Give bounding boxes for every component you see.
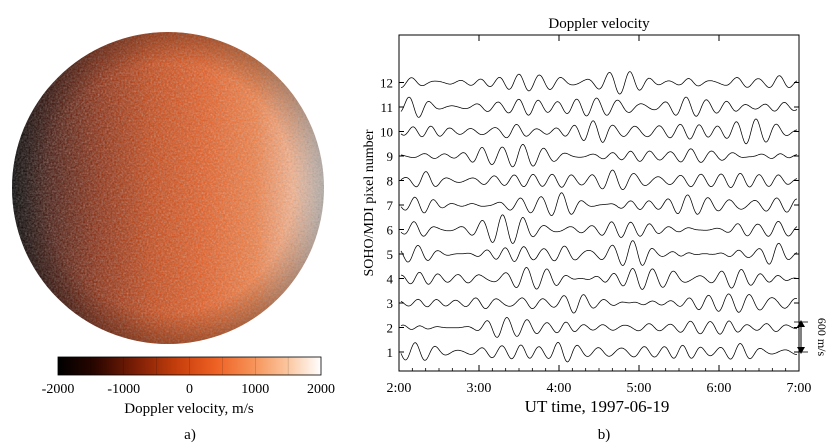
x-tick-label: 5:00 [627, 381, 652, 396]
velocity-trace [400, 118, 798, 145]
velocity-trace [400, 169, 798, 190]
y-tick-label: 5 [387, 247, 394, 262]
chart-title: Doppler velocity [548, 16, 650, 32]
velocity-trace [400, 96, 798, 118]
colorbar-tick-label: -1000 [107, 382, 140, 397]
colorbar-tick-labels: -2000 -1000 0 1000 2000 [42, 382, 335, 397]
panel-b-label: b) [598, 427, 611, 443]
y-tick-label: 2 [387, 321, 394, 336]
velocity-trace [400, 293, 798, 314]
velocity-trace [400, 192, 798, 217]
velocity-trace [400, 214, 798, 244]
y-tick-label: 3 [387, 296, 394, 311]
scale-bar: 600 m/s [794, 318, 829, 357]
colorbar-label: Doppler velocity, m/s [124, 401, 254, 417]
y-axis-label: SOHO/MDI pixel number [362, 129, 377, 276]
y-tick-label: 7 [387, 198, 394, 213]
panel-a: -2000 -1000 0 1000 2000 Doppler velocity, m/… [12, 32, 335, 443]
y-tick-label: 9 [387, 149, 394, 164]
velocity-trace [400, 71, 798, 95]
velocity-trace [400, 342, 797, 363]
colorbar-tick-label: 1000 [241, 382, 269, 397]
y-tick-label: 8 [387, 174, 394, 189]
x-tick-label: 6:00 [707, 381, 732, 396]
velocity-traces [400, 71, 798, 363]
x-axis-ticks: 2:00 3:00 4:00 5:00 6:00 7:00 [387, 35, 812, 396]
panel-a-label: a) [184, 427, 196, 443]
y-tick-label: 11 [380, 100, 393, 115]
velocity-trace [400, 267, 798, 290]
plot-frame [398, 34, 800, 372]
colorbar-tick-label: -2000 [42, 382, 75, 397]
y-tick-label: 4 [387, 272, 394, 287]
y-tick-label: 10 [380, 125, 393, 140]
x-tick-label: 3:00 [467, 381, 492, 396]
velocity-trace [400, 317, 798, 338]
velocity-trace [400, 144, 798, 168]
y-tick-label: 6 [387, 223, 394, 238]
colorbar-dividers [90, 357, 289, 375]
y-tick-label: 1 [387, 345, 394, 360]
x-tick-label: 7:00 [787, 381, 812, 396]
x-tick-label: 2:00 [387, 381, 412, 396]
velocity-trace [400, 240, 798, 266]
y-tick-label: 12 [380, 76, 393, 91]
colorbar-tick-label: 0 [186, 382, 193, 397]
x-tick-label: 4:00 [547, 381, 572, 396]
colorbar-tick-label: 2000 [307, 382, 335, 397]
scale-bar-label: 600 m/s [815, 318, 829, 357]
solar-disk-image [12, 32, 324, 344]
colorbar: -2000 -1000 0 1000 2000 Doppler velocity, m/… [42, 356, 335, 417]
x-axis-label: UT time, 1997-06-19 [525, 397, 670, 416]
